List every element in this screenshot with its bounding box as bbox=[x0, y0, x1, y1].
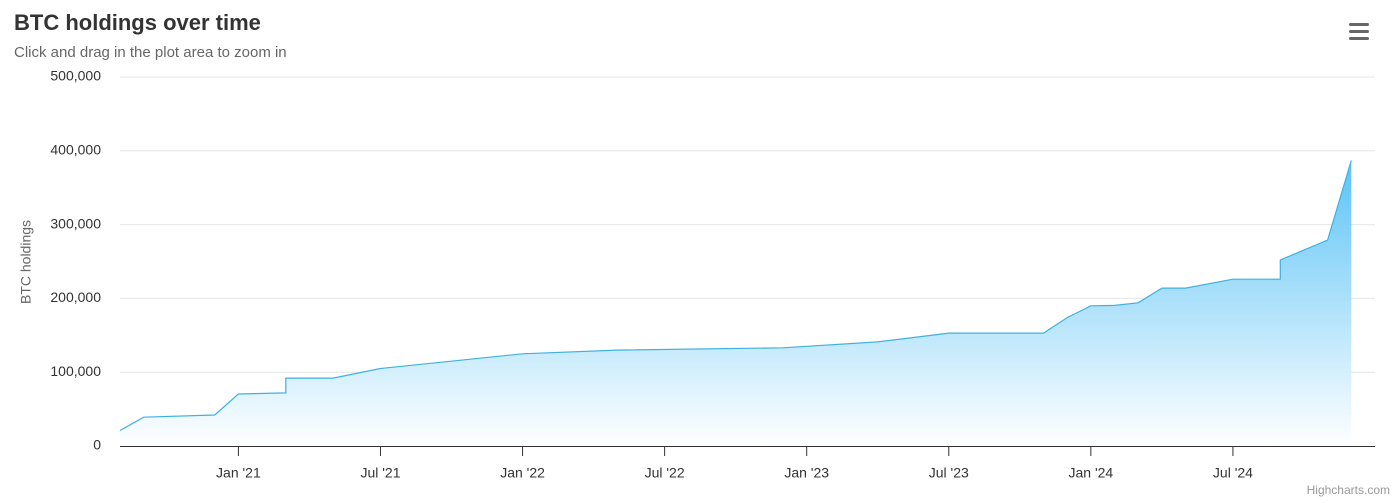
x-tick-label: Jul '23 bbox=[929, 465, 969, 481]
menu-bar bbox=[1349, 30, 1369, 33]
y-axis-title: BTC holdings bbox=[18, 220, 34, 304]
x-tick-label: Jul '21 bbox=[360, 465, 400, 481]
chart-title: BTC holdings over time bbox=[14, 10, 261, 35]
menu-bar bbox=[1349, 23, 1369, 26]
area-line bbox=[119, 160, 1352, 432]
y-tick-label: 500,000 bbox=[50, 68, 101, 84]
x-tick-label: Jan '24 bbox=[1068, 465, 1113, 481]
x-tick-label: Jul '22 bbox=[645, 465, 685, 481]
chart-subtitle: Click and drag in the plot area to zoom … bbox=[14, 44, 287, 61]
menu-button[interactable] bbox=[1349, 23, 1369, 40]
menu-bar bbox=[1349, 37, 1369, 40]
x-tick-label: Jan '23 bbox=[784, 465, 829, 481]
y-tick-label: 300,000 bbox=[50, 215, 101, 231]
y-tick-label: 100,000 bbox=[50, 363, 101, 379]
y-tick-label: 400,000 bbox=[50, 142, 101, 158]
x-tick-label: Jan '21 bbox=[216, 465, 261, 481]
area-fill bbox=[120, 160, 1352, 446]
x-tick-label: Jul '24 bbox=[1213, 465, 1253, 481]
y-tick-label: 0 bbox=[93, 437, 101, 453]
y-tick-label: 200,000 bbox=[50, 289, 101, 305]
x-tick-label: Jan '22 bbox=[500, 465, 545, 481]
credits[interactable]: Highcharts.com bbox=[1307, 483, 1390, 497]
